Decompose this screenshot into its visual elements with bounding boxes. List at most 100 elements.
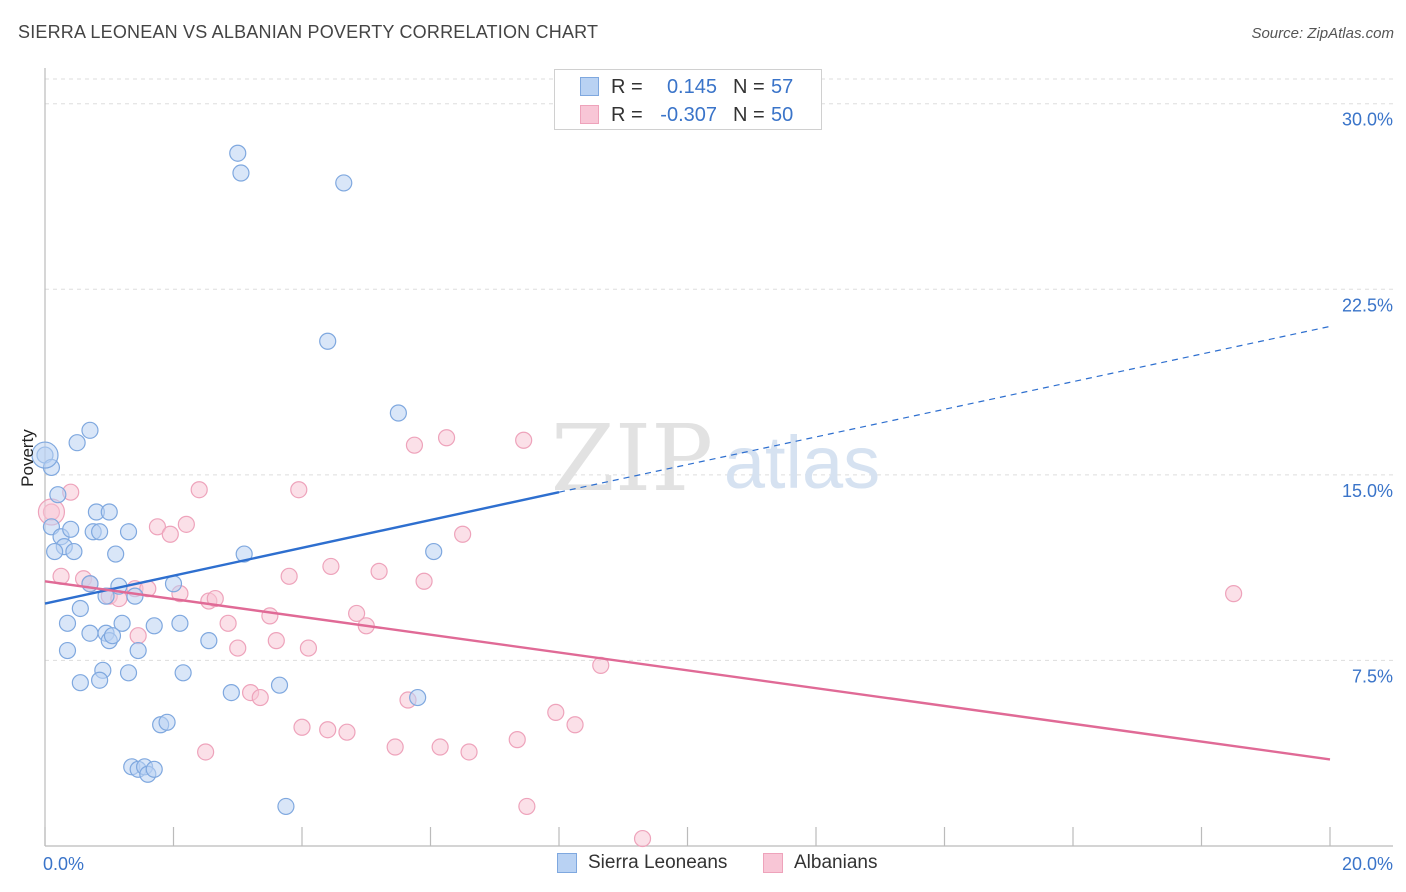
albanians-point xyxy=(460,743,478,761)
albanians-point xyxy=(190,481,208,499)
sierra-leoneans-point xyxy=(145,760,163,778)
legend-swatch-pink xyxy=(763,853,783,873)
legend-n-label: N = xyxy=(733,104,765,126)
legend-row-sierra-leoneans: R = 0.145 N = 57 xyxy=(555,73,821,101)
sierra-leoneans-point xyxy=(164,575,183,593)
watermark-atlas: atlas xyxy=(724,421,880,504)
sierra-leoneans-point xyxy=(65,542,83,561)
albanians-point xyxy=(290,481,308,499)
series-legend: Sierra Leoneans Albanians xyxy=(0,851,1406,877)
sierra-leoneans-point xyxy=(171,614,189,632)
albanians-point xyxy=(431,738,449,756)
sierra-leoneans-point xyxy=(270,676,289,694)
sierra-leoneans-point xyxy=(62,520,80,538)
sierra-leoneans-point xyxy=(335,174,353,192)
legend-r-label: R = xyxy=(611,104,643,126)
albanians-point xyxy=(348,604,366,623)
legend-r-value: 0.145 xyxy=(666,76,717,98)
y-tick-label: 30.0% xyxy=(1342,110,1393,130)
albanians-point xyxy=(437,429,456,447)
correlation-legend: R = 0.145 N = 57 R = -0.307 N = 50 xyxy=(554,69,822,130)
albanians-point xyxy=(251,688,269,707)
legend-r-value: -0.307 xyxy=(660,104,717,126)
x-tick-label: 0.0% xyxy=(43,854,84,874)
sierra-leoneans-point xyxy=(158,713,176,731)
chart-title: SIERRA LEONEAN VS ALBANIAN POVERTY CORRE… xyxy=(18,22,599,42)
sierra-leoneans-point xyxy=(81,421,99,439)
albanians-point xyxy=(319,721,337,739)
sierra-leoneans-point xyxy=(103,627,122,645)
sierra-leoneans-point xyxy=(409,688,427,707)
sierra-leoneans-point xyxy=(71,674,89,692)
sierra-leoneans-point xyxy=(277,797,295,816)
legend-n-value: 57 xyxy=(771,76,794,98)
sierra-leoneans-point xyxy=(235,545,253,563)
albanians-point xyxy=(338,723,356,741)
albanians-point xyxy=(197,743,215,761)
albanians-point xyxy=(161,525,179,543)
sierra-leoneans-point xyxy=(91,671,109,689)
sierra-leoneans-point xyxy=(145,617,163,635)
legend-swatch-blue xyxy=(580,77,599,96)
y-axis-label: Poverty xyxy=(18,429,37,487)
sierra-leoneans-point xyxy=(119,664,138,682)
y-tick-label: 15.0% xyxy=(1342,481,1393,501)
albanians-point xyxy=(515,431,533,449)
albanians-point xyxy=(177,515,195,533)
albanians-point xyxy=(299,639,318,657)
albanians-point xyxy=(261,607,279,625)
trend-lines xyxy=(44,325,1331,761)
sierra-leoneans-points xyxy=(31,144,443,816)
x-tick-label: 20.0% xyxy=(1342,854,1393,874)
legend-row-albanians: R = -0.307 N = 50 xyxy=(555,101,821,129)
albanians-point xyxy=(454,525,472,543)
sierra-leoneans-point xyxy=(200,632,218,650)
legend-swatch-pink xyxy=(580,105,599,124)
albanians-point xyxy=(518,797,536,816)
legend-n-value: 50 xyxy=(771,104,794,126)
sierra-leoneans-point xyxy=(49,486,67,504)
albanians-point xyxy=(508,731,526,749)
albanians-point xyxy=(293,718,311,736)
y-tick-label: 22.5% xyxy=(1342,295,1393,315)
albanians-point xyxy=(148,518,167,536)
sierra-leoneans-point xyxy=(58,614,77,632)
albanians-point xyxy=(280,567,298,585)
watermark: ZIP atlas xyxy=(551,405,880,512)
albanians-point xyxy=(386,738,404,756)
albanians-point xyxy=(566,716,584,734)
watermark-zip: ZIP xyxy=(551,405,713,512)
albanians-point xyxy=(219,614,237,632)
sierra-leoneans-point xyxy=(126,587,144,605)
legend-n-label: N = xyxy=(733,76,765,98)
y-tick-label: 7.5% xyxy=(1352,666,1393,686)
legend-swatch-blue xyxy=(557,853,577,873)
sierra-leoneans-point xyxy=(31,441,59,469)
sierra-leoneans-point xyxy=(389,404,407,422)
sierra-leoneans-point xyxy=(68,434,86,452)
legend-label: Albanians xyxy=(794,852,878,873)
sierra-leoneans-point xyxy=(232,164,250,182)
sierra-leoneans-point xyxy=(58,641,77,660)
sierra-leoneans-point xyxy=(129,641,147,660)
sierra-leoneans-point xyxy=(107,545,125,563)
albanians-point xyxy=(633,829,652,848)
sierra-leoneans-point xyxy=(229,144,247,162)
albanians-point xyxy=(322,557,340,576)
sierra-leoneans-point xyxy=(174,664,192,682)
sierra-leoneans-point xyxy=(113,614,131,632)
sierra-leoneans-point xyxy=(222,683,240,702)
source-label: Source: ZipAtlas.com xyxy=(1251,25,1394,42)
sierra-leoneans-point xyxy=(100,503,118,521)
sierra-leoneans-point xyxy=(319,332,337,350)
sierra-leoneans-point xyxy=(46,542,64,561)
sierra-leoneans-point xyxy=(119,523,138,541)
tick-labels: 7.5% 15.0% 22.5% 30.0% 0.0% 20.0% xyxy=(43,110,1393,874)
legend-label: Sierra Leoneans xyxy=(588,852,728,873)
sierra-leoneans-point xyxy=(425,542,443,561)
sierra-leoneans-point xyxy=(91,523,109,541)
albanians-point xyxy=(1225,585,1243,603)
albanians-point xyxy=(129,627,147,645)
axes xyxy=(44,68,1393,847)
